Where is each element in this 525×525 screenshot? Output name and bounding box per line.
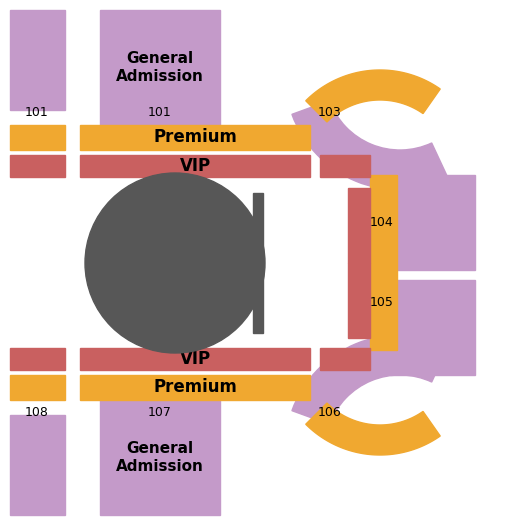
Text: 101: 101: [148, 106, 172, 119]
Bar: [80, 348, 310, 370]
Text: Premium: Premium: [153, 129, 237, 146]
Text: General
Admission: General Admission: [116, 442, 204, 474]
Text: 108: 108: [25, 406, 49, 419]
Text: 103: 103: [318, 106, 342, 119]
Bar: [10, 415, 65, 515]
Bar: [10, 10, 65, 110]
Bar: [370, 175, 397, 350]
Bar: [100, 400, 220, 515]
Bar: [80, 375, 310, 400]
Bar: [100, 10, 220, 125]
Text: 104: 104: [370, 215, 394, 228]
Bar: [348, 188, 370, 263]
Bar: [253, 193, 263, 333]
Bar: [390, 280, 475, 375]
Circle shape: [85, 173, 265, 353]
Bar: [390, 175, 475, 270]
Polygon shape: [306, 70, 440, 122]
Bar: [348, 263, 370, 338]
Wedge shape: [292, 101, 448, 190]
Text: 106: 106: [318, 406, 342, 419]
Polygon shape: [306, 403, 440, 455]
Bar: [10, 125, 65, 150]
Text: Premium: Premium: [153, 379, 237, 396]
Wedge shape: [292, 335, 448, 424]
Bar: [80, 155, 310, 177]
Text: 105: 105: [370, 297, 394, 310]
Bar: [320, 155, 370, 177]
Text: 107: 107: [148, 406, 172, 419]
Bar: [10, 155, 65, 177]
Text: VIP: VIP: [180, 350, 211, 368]
Text: General
Admission: General Admission: [116, 51, 204, 83]
Bar: [10, 348, 65, 370]
Bar: [320, 348, 370, 370]
Bar: [80, 125, 310, 150]
Bar: [10, 375, 65, 400]
Text: VIP: VIP: [180, 157, 211, 175]
Text: 101: 101: [25, 106, 49, 119]
